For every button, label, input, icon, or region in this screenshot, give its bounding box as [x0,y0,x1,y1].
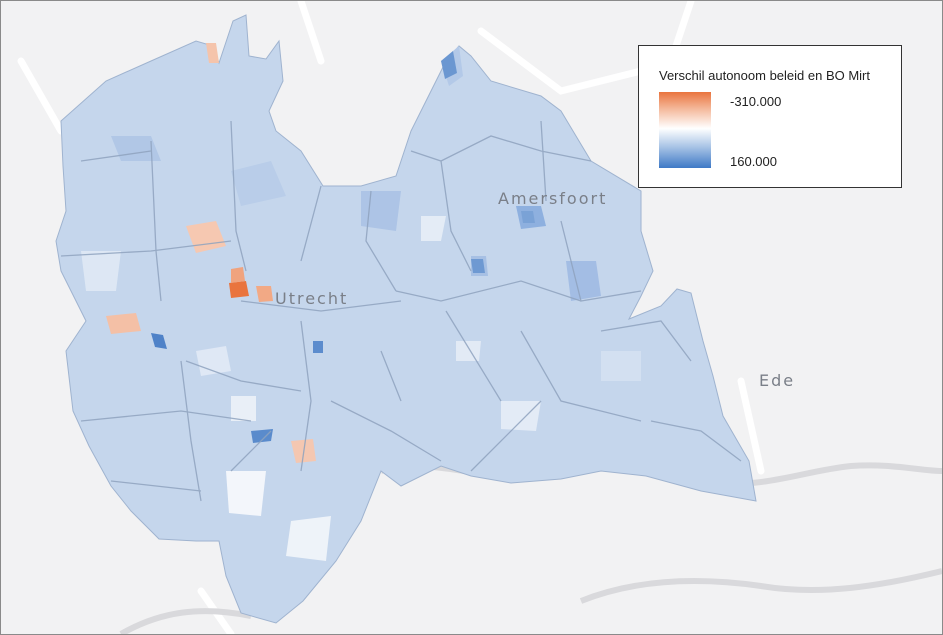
legend-title: Verschil autonoom beleid en BO Mirt [659,68,870,83]
legend-max-label: -310.000 [730,94,782,109]
municipal-borders [60,120,742,502]
city-label-ede: Ede [759,371,796,390]
city-label-amersfoort: Amersfoort [498,189,608,208]
legend-min-label: 160.000 [730,154,777,169]
city-label-utrecht: Utrecht [275,289,349,308]
legend-color-ramp [659,92,711,168]
hotspots-positive [151,51,535,443]
map-cells [81,46,641,561]
map-legend: Verschil autonoom beleid en BO Mirt -310… [638,45,902,188]
